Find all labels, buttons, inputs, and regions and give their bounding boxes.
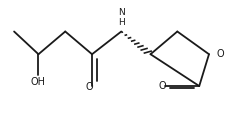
Text: OH: OH (31, 77, 46, 87)
Text: O: O (159, 81, 167, 91)
Text: O: O (85, 81, 93, 91)
Text: H: H (118, 18, 125, 27)
Text: O: O (216, 49, 224, 59)
Text: N: N (118, 8, 125, 16)
